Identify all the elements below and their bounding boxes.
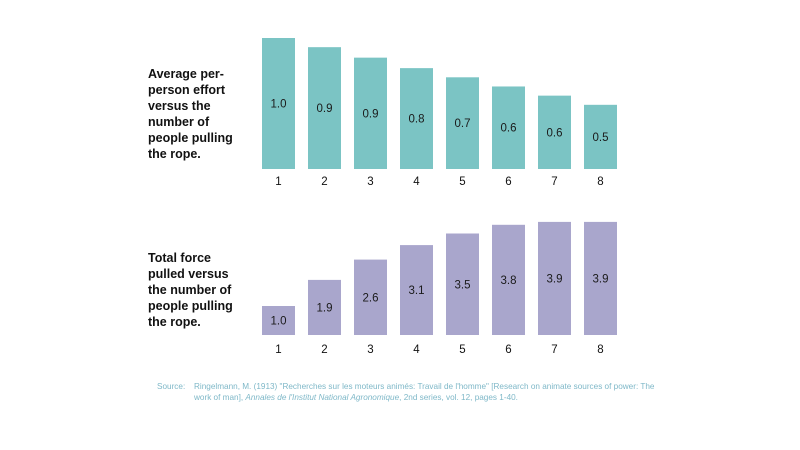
effort-data-label-3: 0.9 bbox=[363, 108, 379, 120]
effort-bar-3 bbox=[354, 57, 387, 169]
source-journal: Annales de l'Institut National Agronomiq… bbox=[245, 393, 400, 402]
force-bar-6 bbox=[492, 224, 525, 335]
effort-x-tick-8: 8 bbox=[597, 176, 603, 188]
force-x-tick-4: 4 bbox=[413, 344, 420, 356]
force-bar-4 bbox=[400, 245, 433, 335]
bottom-chart-label: Total force pulled versus the number of … bbox=[148, 251, 233, 329]
force-data-label-2: 1.9 bbox=[317, 302, 333, 314]
force-x-tick-6: 6 bbox=[505, 344, 511, 356]
force-data-label-7: 3.9 bbox=[547, 273, 563, 285]
source-citation: Ringelmann, M. (1913) "Recherches sur le… bbox=[194, 382, 655, 402]
source-details: , 2nd series, vol. 12, pages 1-40. bbox=[399, 393, 518, 402]
effort-x-tick-1: 1 bbox=[275, 176, 281, 188]
force-x-tick-8: 8 bbox=[597, 344, 603, 356]
effort-x-tick-6: 6 bbox=[505, 176, 511, 188]
effort-data-label-8: 0.5 bbox=[593, 132, 609, 144]
effort-x-tick-7: 7 bbox=[551, 176, 557, 188]
effort-data-label-2: 0.9 bbox=[317, 103, 333, 115]
force-data-label-5: 3.5 bbox=[455, 279, 471, 291]
force-x-tick-7: 7 bbox=[551, 344, 557, 356]
source-note: Source: Ringelmann, M. (1913) "Recherche… bbox=[157, 381, 657, 403]
effort-bar-1 bbox=[262, 38, 295, 169]
force-data-label-8: 3.9 bbox=[593, 273, 609, 285]
effort-data-label-4: 0.8 bbox=[409, 114, 425, 126]
force-x-tick-3: 3 bbox=[367, 344, 373, 356]
force-bar-1 bbox=[262, 306, 295, 335]
top-chart-label: Average per- person effort versus the nu… bbox=[148, 67, 233, 161]
force-x-tick-2: 2 bbox=[321, 344, 327, 356]
effort-bar-5 bbox=[446, 77, 479, 169]
force-data-label-6: 3.8 bbox=[501, 275, 517, 287]
force-bar-8 bbox=[584, 221, 617, 335]
effort-bar-2 bbox=[308, 47, 341, 169]
effort-bar-chart: 1.0 1 0.9 2 0.9 3 0.8 4 0.7 5 0.6 6 0.6 7 0.5 8 bbox=[262, 38, 617, 188]
effort-bar-8 bbox=[584, 104, 617, 169]
effort-x-tick-4: 4 bbox=[413, 176, 420, 188]
force-x-tick-5: 5 bbox=[459, 344, 465, 356]
force-bar-3 bbox=[354, 259, 387, 335]
effort-bar-7 bbox=[538, 95, 571, 169]
effort-x-tick-2: 2 bbox=[321, 176, 327, 188]
effort-data-label-1: 1.0 bbox=[271, 99, 287, 111]
effort-x-tick-3: 3 bbox=[367, 176, 373, 188]
effort-bar-6 bbox=[492, 86, 525, 169]
force-bar-5 bbox=[446, 233, 479, 335]
effort-data-label-6: 0.6 bbox=[501, 123, 517, 135]
force-data-label-3: 2.6 bbox=[363, 292, 379, 304]
source-heading: Source: bbox=[157, 382, 186, 391]
effort-data-label-7: 0.6 bbox=[547, 127, 563, 139]
force-bar-2 bbox=[308, 279, 341, 335]
force-bar-7 bbox=[538, 221, 571, 335]
force-data-label-1: 1.0 bbox=[271, 316, 287, 328]
effort-x-tick-5: 5 bbox=[459, 176, 465, 188]
force-bar-chart: 1.0 1 1.9 2 2.6 3 3.1 4 3.5 5 3.8 6 3.9 7 3.9 8 bbox=[262, 221, 617, 356]
effort-bar-4 bbox=[400, 68, 433, 169]
force-data-label-4: 3.1 bbox=[409, 285, 425, 297]
effort-data-label-5: 0.7 bbox=[455, 118, 471, 130]
force-x-tick-1: 1 bbox=[275, 344, 281, 356]
